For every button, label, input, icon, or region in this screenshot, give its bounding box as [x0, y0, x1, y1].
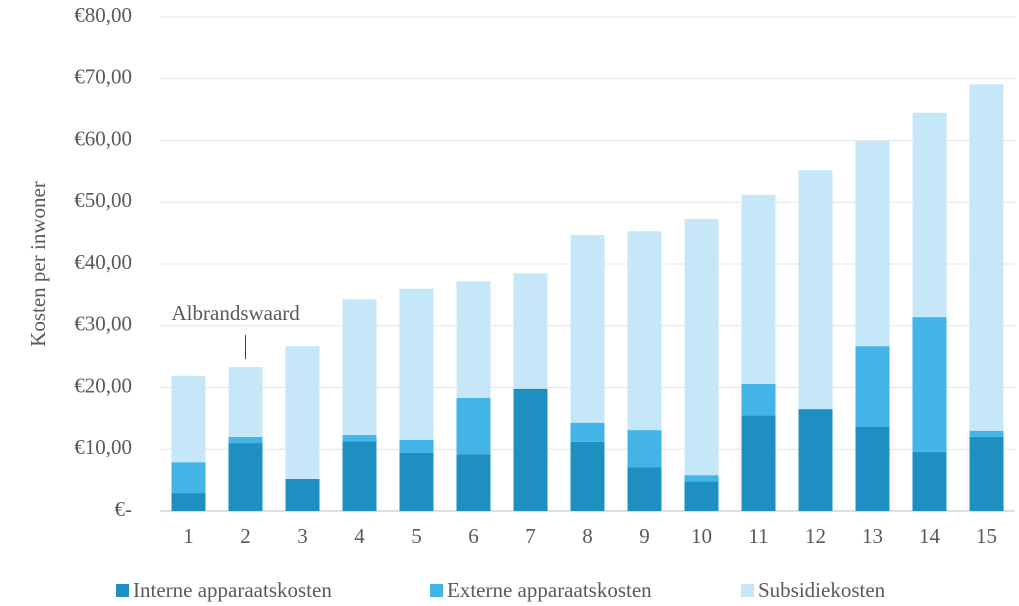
x-tick-label: 5 — [411, 524, 422, 548]
bar-segment — [399, 288, 434, 440]
y-tick-label: €40,00 — [74, 250, 132, 274]
legend-swatch — [430, 584, 443, 597]
x-tick-label: 13 — [862, 524, 883, 548]
y-tick-label: €30,00 — [74, 312, 132, 336]
x-tick-label: 6 — [468, 524, 479, 548]
bar-segment — [912, 451, 947, 511]
bar-segment — [741, 194, 776, 384]
bar-segment — [342, 435, 377, 442]
bar-segment — [171, 375, 206, 463]
x-tick-label: 9 — [639, 524, 650, 548]
bar-segment — [969, 84, 1004, 431]
y-axis-label: Kosten per inwoner — [26, 181, 50, 347]
x-tick-label: 12 — [805, 524, 826, 548]
bar-segment — [684, 218, 719, 476]
bar-segment — [912, 317, 947, 452]
bar-segment — [684, 475, 719, 482]
annotation: Albrandswaard — [172, 301, 301, 325]
bar-segment — [456, 281, 491, 398]
bar-segment — [171, 493, 206, 511]
legend-label: Subsidiekosten — [758, 578, 886, 602]
x-tick-label: 1 — [183, 524, 194, 548]
x-tick-label: 3 — [297, 524, 308, 548]
bar-segment — [627, 467, 662, 511]
x-tick-label: 4 — [354, 524, 365, 548]
legend-label: Externe apparaatskosten — [447, 578, 652, 602]
bar-segment — [513, 273, 548, 389]
bar-segment — [228, 367, 263, 437]
bar-segment — [627, 430, 662, 468]
bar-segment — [855, 346, 890, 428]
bar-segment — [399, 452, 434, 511]
y-tick-label: €50,00 — [74, 188, 132, 212]
y-tick-label: €20,00 — [74, 373, 132, 397]
y-tick-label: €- — [115, 497, 133, 521]
legend-swatch — [741, 584, 754, 597]
x-tick-label: 8 — [582, 524, 593, 548]
y-tick-label: €80,00 — [74, 3, 132, 27]
bar-segment — [342, 299, 377, 436]
bar-segment — [741, 383, 776, 416]
bar-segment — [171, 462, 206, 494]
y-tick-label: €70,00 — [74, 65, 132, 89]
x-tick-label: 7 — [525, 524, 536, 548]
legend-swatch — [116, 584, 129, 597]
bar-segment — [741, 415, 776, 511]
bar-segment — [627, 231, 662, 431]
bar-segment — [285, 346, 320, 479]
x-tick-label: 14 — [919, 524, 941, 548]
bar-segment — [855, 427, 890, 511]
bar-segment — [969, 430, 1004, 437]
y-tick-label: €10,00 — [74, 435, 132, 459]
bar-segment — [912, 112, 947, 318]
x-tick-label: 2 — [240, 524, 251, 548]
x-tick-label: 11 — [748, 524, 768, 548]
bar-segment — [798, 409, 833, 511]
bar-segment — [285, 478, 320, 511]
bar-segment — [684, 481, 719, 511]
bar-segment — [855, 141, 890, 347]
x-tick-label: 15 — [976, 524, 997, 548]
x-tick-label: 10 — [691, 524, 712, 548]
bar-segment — [456, 454, 491, 511]
legend-label: Interne apparaatskosten — [133, 578, 332, 602]
bar-segment — [456, 397, 491, 455]
bar-segment — [228, 443, 263, 511]
bar-segment — [513, 388, 548, 511]
y-tick-label: €60,00 — [74, 126, 132, 150]
bar-segment — [342, 441, 377, 511]
bar-segment — [798, 170, 833, 410]
bar-segment — [570, 441, 605, 511]
bar-segment — [969, 436, 1004, 511]
bar-segment — [570, 422, 605, 442]
bar-segment — [228, 436, 263, 444]
bar-segment — [399, 439, 434, 453]
bar-segment — [570, 234, 605, 423]
